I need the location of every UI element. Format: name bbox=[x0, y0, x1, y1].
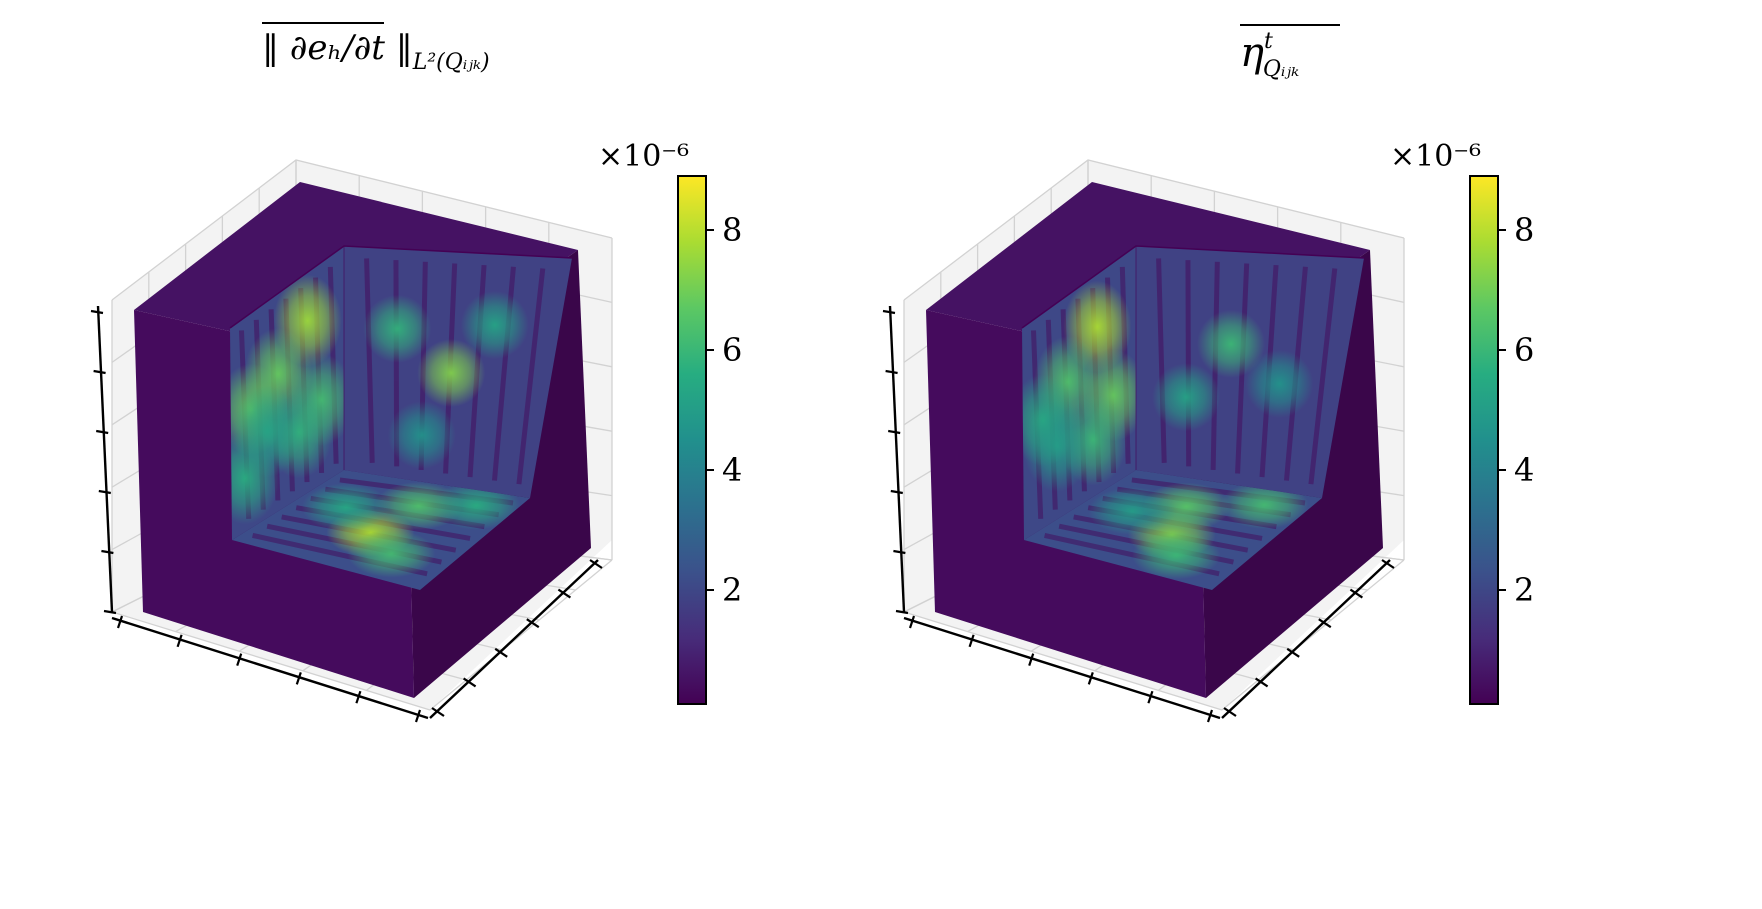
colorbar-tick-label: 8 bbox=[722, 211, 742, 249]
floor-field bbox=[252, 477, 521, 578]
colorbar: 2 4 6 8 ×10⁻⁶ bbox=[598, 139, 742, 705]
colorbar-gradient bbox=[1469, 175, 1499, 705]
colorbar-multiplier: ×10⁻⁶ bbox=[598, 139, 689, 174]
z-tick bbox=[101, 549, 114, 555]
field-peak bbox=[1088, 487, 1177, 535]
y-tick bbox=[1254, 677, 1269, 688]
x-tick bbox=[1147, 690, 1154, 704]
colorbar-tick-label: 2 bbox=[722, 571, 742, 609]
z-tick bbox=[885, 369, 898, 375]
x-tick bbox=[968, 634, 975, 648]
x-tick bbox=[355, 690, 362, 704]
z-tick bbox=[103, 609, 117, 615]
voxel-cube bbox=[926, 182, 1383, 698]
y-tick bbox=[431, 707, 445, 717]
colorbar-tick-label: 6 bbox=[722, 331, 742, 369]
field-peak bbox=[1245, 349, 1314, 418]
field-peak bbox=[1220, 480, 1309, 529]
subplot-left: 2 4 6 8 ×10⁻⁶ bbox=[90, 139, 742, 723]
y-tick bbox=[494, 647, 508, 658]
title-right-main: η bbox=[1240, 30, 1264, 76]
axis-ticks bbox=[882, 309, 1395, 723]
y-tick bbox=[1349, 588, 1364, 599]
field-peak bbox=[347, 529, 436, 578]
colorbar-tick-label: 6 bbox=[1514, 331, 1534, 369]
x-tick bbox=[1206, 709, 1214, 723]
colorbar-tick-label: 4 bbox=[722, 451, 742, 489]
y-tick bbox=[589, 559, 603, 569]
z-tick bbox=[882, 309, 896, 315]
x-tick bbox=[908, 615, 916, 629]
side-wall-field bbox=[363, 258, 546, 485]
z-tick bbox=[90, 309, 104, 315]
title-left-main: ‖ ∂eₕ/∂t ‖ bbox=[262, 28, 413, 68]
field-peak bbox=[387, 401, 456, 470]
field-peak bbox=[432, 481, 521, 530]
x-tick bbox=[1087, 672, 1094, 685]
y-tick bbox=[557, 588, 572, 599]
colorbar-tick-label: 4 bbox=[1514, 451, 1534, 489]
field-peak bbox=[1152, 363, 1221, 432]
axis-spines bbox=[888, 305, 1391, 720]
field-peak bbox=[363, 294, 432, 363]
y-tick bbox=[1286, 647, 1300, 658]
x-axis-line bbox=[111, 616, 429, 720]
field-peak bbox=[1197, 309, 1265, 378]
axis-ticks bbox=[90, 309, 603, 723]
y-tick bbox=[1223, 707, 1237, 717]
z-tick bbox=[895, 609, 909, 615]
z-tick bbox=[96, 429, 109, 435]
colorbar: 2 4 6 8 ×10⁻⁶ bbox=[1390, 139, 1534, 705]
x-tick bbox=[236, 653, 243, 666]
z-tick bbox=[890, 489, 903, 495]
z-axis-line bbox=[888, 305, 906, 613]
field-peak bbox=[233, 385, 302, 478]
title-right-superscript: t bbox=[1263, 29, 1273, 54]
colorbar-tick-label: 8 bbox=[1514, 211, 1534, 249]
subplot-title-left: ‖ ∂eₕ/∂t ‖L²(Qᵢⱼₖ) bbox=[262, 22, 490, 75]
side-wall-field bbox=[1152, 258, 1338, 485]
x-tick bbox=[116, 615, 124, 629]
y-tick bbox=[1318, 618, 1332, 629]
z-tick bbox=[893, 549, 906, 555]
z-tick bbox=[98, 489, 111, 495]
subplot-right: 2 4 6 8 ×10⁻⁶ bbox=[882, 139, 1534, 723]
y-tick bbox=[526, 618, 540, 629]
z-axis-line bbox=[96, 305, 114, 613]
x-tick bbox=[295, 672, 302, 685]
x-tick bbox=[1028, 653, 1035, 666]
field-peak bbox=[1132, 531, 1221, 580]
colorbar-tick-label: 2 bbox=[1514, 571, 1534, 609]
x-tick bbox=[176, 634, 183, 648]
field-peak bbox=[460, 291, 529, 359]
field-peak bbox=[301, 483, 390, 532]
title-right-subscript: Qᵢⱼₖ bbox=[1262, 57, 1300, 82]
field-peak bbox=[1023, 399, 1092, 492]
back-wall-field bbox=[230, 266, 344, 525]
y-axis-line bbox=[1221, 559, 1391, 719]
floor-field bbox=[1044, 477, 1309, 580]
z-tick bbox=[93, 369, 106, 375]
voxel-cube bbox=[134, 182, 591, 698]
y-tick bbox=[1381, 559, 1395, 569]
back-wall-field bbox=[1022, 266, 1136, 519]
field-peak bbox=[417, 339, 486, 407]
subplot-title-right: ηt Qᵢⱼₖ bbox=[1240, 24, 1340, 82]
z-tick bbox=[888, 429, 901, 435]
axis-spines bbox=[96, 305, 599, 720]
title-left-subscript: L²(Qᵢⱼₖ) bbox=[412, 50, 490, 75]
colorbar-multiplier: ×10⁻⁶ bbox=[1390, 139, 1481, 174]
y-axis-line bbox=[429, 559, 599, 719]
y-tick bbox=[462, 677, 477, 688]
x-axis-line bbox=[903, 616, 1221, 720]
colorbar-gradient bbox=[677, 175, 707, 705]
x-tick bbox=[414, 709, 422, 723]
